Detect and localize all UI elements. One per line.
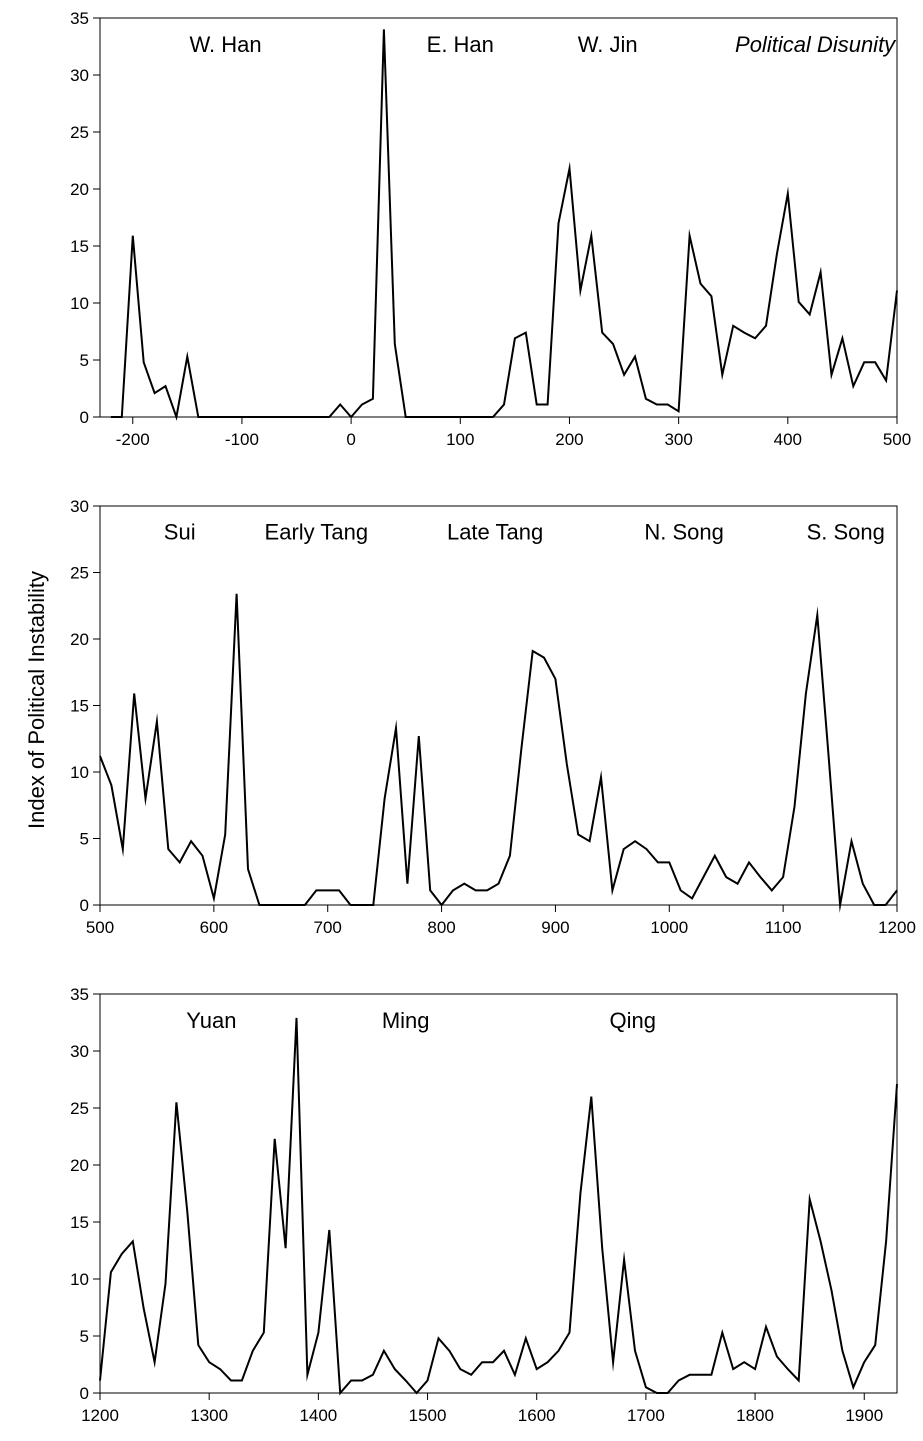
x-tick-label: 1600 xyxy=(518,1406,556,1425)
x-tick-label: 500 xyxy=(86,918,114,937)
x-tick-label: 900 xyxy=(541,918,569,937)
x-tick-label: 300 xyxy=(664,430,692,449)
y-tick-label: 25 xyxy=(70,123,89,142)
era-label: E. Han xyxy=(427,32,494,57)
y-tick-label: 30 xyxy=(70,66,89,85)
x-tick-label: 200 xyxy=(555,430,583,449)
x-tick-label: 1400 xyxy=(299,1406,337,1425)
panel-2-sui-to-song: 0 5 10 15 20 25 30 500 600 700 800 900 1000 1100 1200 S… xyxy=(70,497,916,937)
y-tick-label: 10 xyxy=(70,763,89,782)
y-tick-label: 30 xyxy=(70,1042,89,1061)
era-label: Yuan xyxy=(186,1008,236,1033)
x-tick-label: 1900 xyxy=(845,1406,883,1425)
era-label: W. Han xyxy=(189,32,261,57)
x-tick-label: -200 xyxy=(116,430,150,449)
y-tick-label: 10 xyxy=(70,294,89,313)
y-tick-label: 5 xyxy=(80,1327,89,1346)
x-tick-label: -100 xyxy=(225,430,259,449)
x-tick-label: 0 xyxy=(346,430,355,449)
x-tick-label: 1100 xyxy=(765,918,802,937)
era-label: Sui xyxy=(164,519,196,544)
era-label: Political Disunity xyxy=(735,32,897,57)
y-tick-label: 35 xyxy=(70,9,89,28)
plot-frame xyxy=(99,505,898,906)
instability-series-line xyxy=(110,29,898,421)
y-tick-label: 25 xyxy=(70,1099,89,1118)
y-tick-label: 15 xyxy=(70,237,89,256)
x-tick-label: 1200 xyxy=(878,918,916,937)
x-tick-label: 600 xyxy=(200,918,228,937)
x-tick-label: 1200 xyxy=(81,1406,119,1425)
y-tick-label: 5 xyxy=(80,351,89,370)
era-label: W. Jin xyxy=(578,32,638,57)
y-tick-label: 0 xyxy=(80,408,89,427)
y-tick-label: 10 xyxy=(70,1270,89,1289)
y-tick-label: 30 xyxy=(70,497,89,516)
y-tick-label: 0 xyxy=(80,896,89,915)
instability-series-line xyxy=(99,593,898,913)
x-tick-label: 100 xyxy=(446,430,474,449)
y-tick-label: 35 xyxy=(70,985,89,1004)
x-tick-label: 1500 xyxy=(409,1406,447,1425)
y-tick-label: 0 xyxy=(80,1384,89,1403)
panel-1-han-to-jin: 0 5 10 15 20 25 30 35 -200 -100 0 100 200 300 400 500 W.… xyxy=(70,9,911,449)
plot-frame xyxy=(99,17,898,418)
y-tick-label: 20 xyxy=(70,1156,89,1175)
y-tick-label: 20 xyxy=(70,630,89,649)
plot-frame xyxy=(99,993,898,1394)
y-tick-label: 15 xyxy=(70,697,89,716)
y-tick-label: 15 xyxy=(70,1213,89,1232)
x-tick-label: 700 xyxy=(314,918,342,937)
era-label: Early Tang xyxy=(265,519,369,544)
era-label: N. Song xyxy=(644,519,724,544)
era-label: S. Song xyxy=(807,519,885,544)
y-tick-label: 25 xyxy=(70,564,89,583)
x-tick-label: 400 xyxy=(774,430,802,449)
x-tick-label: 1300 xyxy=(190,1406,228,1425)
x-tick-label: 1700 xyxy=(627,1406,665,1425)
x-tick-label: 500 xyxy=(883,430,911,449)
y-tick-label: 5 xyxy=(80,830,89,849)
y-tick-label: 20 xyxy=(70,180,89,199)
y-axis-label: Index of Political Instability xyxy=(24,571,49,829)
era-label: Late Tang xyxy=(447,519,543,544)
era-label: Ming xyxy=(382,1008,430,1033)
instability-series-line xyxy=(99,1017,898,1396)
panel-3-yuan-to-qing: 0 5 10 15 20 25 30 35 1200 1300 1400 1500 1600 1700 18… xyxy=(70,985,898,1425)
era-label: Qing xyxy=(610,1008,656,1033)
x-tick-label: 800 xyxy=(427,918,455,937)
x-tick-label: 1000 xyxy=(650,918,688,937)
x-tick-label: 1800 xyxy=(736,1406,774,1425)
